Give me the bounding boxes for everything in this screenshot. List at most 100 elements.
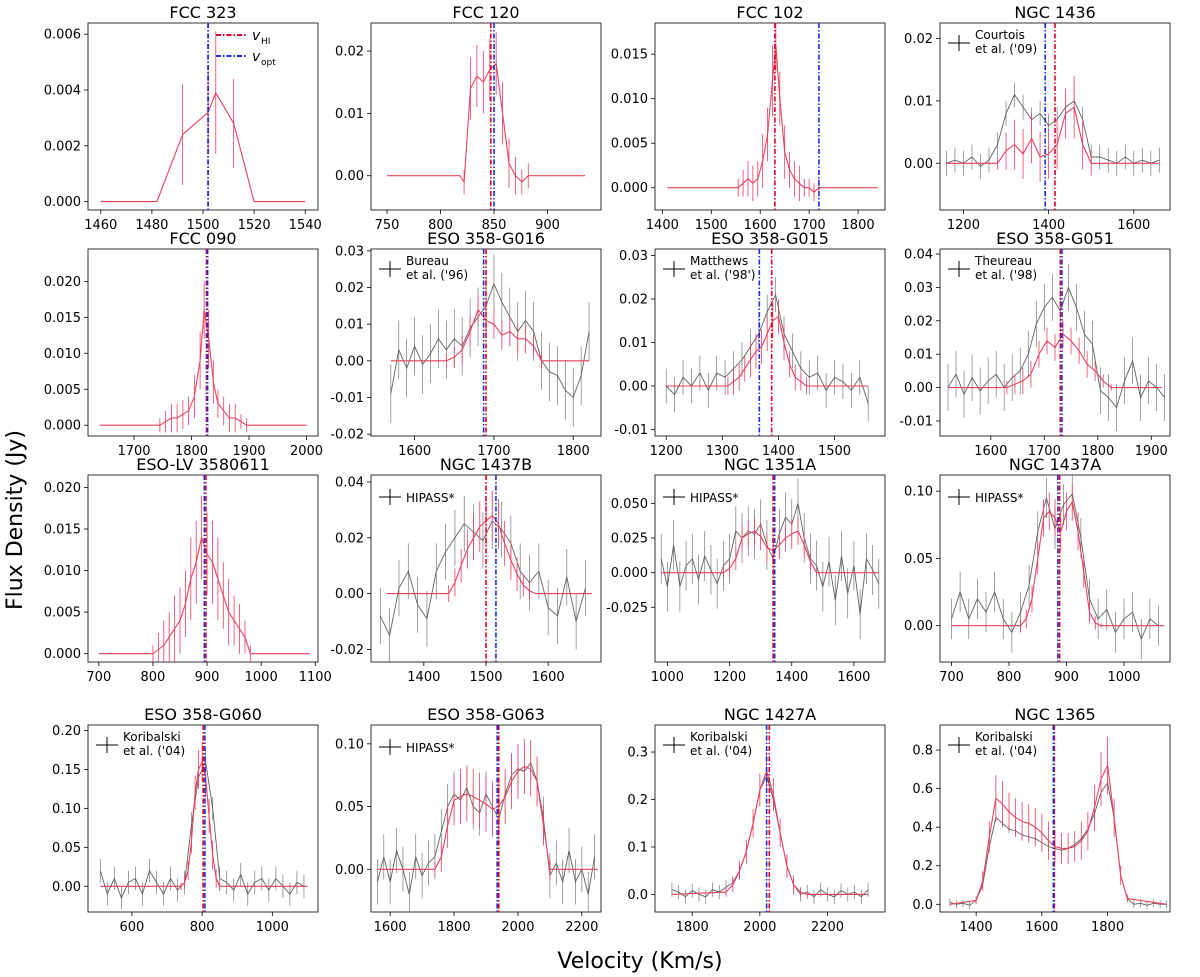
panel-4: FCC 090 1700 1800 1900 2000 0.000 0.005 0.010 0.…	[44, 229, 323, 459]
x-tick-label: 1700	[477, 444, 510, 459]
y-tick-label: 0.050	[611, 497, 648, 512]
y-tick-label: 0.01	[335, 318, 364, 333]
y-tick-label: 0.010	[611, 92, 648, 107]
this-work-series	[387, 32, 585, 195]
this-work-series	[98, 495, 310, 662]
y-tick-label: -0.02	[330, 428, 364, 443]
panel-title: ESO 358-G016	[427, 229, 545, 248]
comparison-line	[665, 293, 869, 404]
x-tick-label: 1800	[676, 920, 709, 935]
legend-label: et al. ('98)	[975, 268, 1037, 282]
plot-area	[379, 475, 592, 662]
comparison-line	[949, 781, 1167, 906]
series-line	[946, 106, 1160, 164]
y-tick-label: 0.004	[44, 83, 81, 98]
x-tick-label: 1600	[974, 444, 1007, 459]
y-tick-label: 0.00	[904, 381, 933, 396]
y-tick-label: 0.005	[44, 383, 81, 398]
this-work-series	[386, 490, 592, 602]
reference-legend: HIPASS*	[379, 489, 454, 505]
figure-xlabel: Velocity (Km/s)	[557, 949, 722, 974]
series-line	[949, 763, 1167, 905]
plot-area	[376, 725, 598, 912]
plot-area	[665, 249, 869, 436]
series-line	[99, 310, 307, 426]
y-tick-label: 0.02	[619, 293, 648, 308]
x-tick-label: 1540	[289, 218, 322, 233]
x-tick-label: 750	[375, 218, 400, 233]
y-tick-label: 0.000	[44, 647, 81, 662]
y-tick-label: 0.2	[912, 859, 933, 874]
this-work-series	[666, 299, 869, 395]
x-tick-label: 1200	[650, 444, 683, 459]
plot-area	[100, 23, 306, 210]
plot-area	[667, 23, 878, 210]
plot-area	[390, 249, 590, 436]
x-tick-label: 1600	[374, 920, 407, 935]
panel-title: FCC 102	[736, 3, 803, 22]
plot-area	[99, 725, 308, 912]
y-tick-label: 0.00	[335, 587, 364, 602]
y-tick-label: 0.025	[611, 532, 648, 547]
comparison-line	[947, 286, 1166, 409]
series-line	[387, 62, 585, 184]
axes-frame	[370, 22, 602, 211]
series-line	[948, 333, 1162, 389]
x-tick-label: 1800	[1081, 444, 1114, 459]
series-line	[377, 765, 598, 870]
x-tick-label: 1800	[1091, 920, 1124, 935]
x-tick-label: 800	[141, 670, 166, 685]
series-line	[661, 530, 879, 574]
y-tick-label: 0.02	[904, 32, 933, 47]
this-work-series	[100, 31, 306, 203]
x-tick-label: 1200	[947, 218, 980, 233]
y-tick-label: -0.02	[330, 643, 364, 658]
panel-8: ESO-LV 3580611 700 800 900 1000 1100 0.000 0.00…	[44, 455, 332, 685]
x-tick-label: 2200	[811, 920, 844, 935]
y-tick-label: 0.010	[44, 347, 81, 362]
panel-title: NGC 1365	[1014, 705, 1095, 724]
axes-frame	[87, 474, 319, 663]
y-tick-label: 0.20	[52, 724, 81, 739]
series-line	[666, 315, 869, 387]
axes-frame	[654, 22, 886, 211]
y-tick-label: 0.04	[904, 248, 933, 263]
x-tick-label: 1400	[646, 218, 679, 233]
x-tick-label: 2000	[290, 444, 323, 459]
x-tick-label: 1800	[557, 444, 590, 459]
axes-frame	[87, 248, 319, 437]
axes-frame	[939, 474, 1171, 663]
panel-10: NGC 1351A 1000 1200 1400 1600 -0.025 0.000 0.02…	[606, 455, 886, 685]
y-tick-label: 0.0	[912, 898, 933, 913]
x-tick-label: 700	[86, 670, 111, 685]
panel-title: NGC 1437A	[1009, 455, 1101, 474]
panel-13: ESO 358-G063 1600 1800 2000 2200 0.00 0.05 0.10…	[335, 705, 602, 935]
x-tick-label: 1500	[469, 670, 502, 685]
plot-area	[98, 475, 310, 662]
x-tick-label: 1480	[135, 218, 168, 233]
x-tick-label: 700	[939, 670, 964, 685]
x-tick-label: 1700	[117, 444, 150, 459]
y-tick-label: 0.00	[335, 863, 364, 878]
y-tick-label: -0.01	[330, 391, 364, 406]
series-line	[951, 500, 1165, 627]
plot-area	[99, 249, 307, 436]
legend-label: HIPASS*	[406, 491, 454, 505]
legend-label: Koribalski	[123, 730, 181, 744]
y-tick-label: 0.03	[904, 281, 933, 296]
reference-legend: HIPASS*	[663, 489, 738, 505]
y-tick-label: 0.00	[52, 880, 81, 895]
y-tick-label: 0.00	[904, 157, 933, 172]
series-line	[386, 514, 592, 595]
this-work-series	[390, 294, 590, 369]
panel-title: FCC 120	[452, 3, 519, 22]
panel-title: NGC 1437B	[440, 455, 532, 474]
x-tick-label: 600	[119, 920, 144, 935]
y-tick-label: 0.005	[611, 137, 648, 152]
x-tick-label: 2200	[565, 920, 598, 935]
panel-6: ESO 358-G015 1200 1300 1400 1500 -0.01 0.00 0.0…	[614, 229, 886, 459]
